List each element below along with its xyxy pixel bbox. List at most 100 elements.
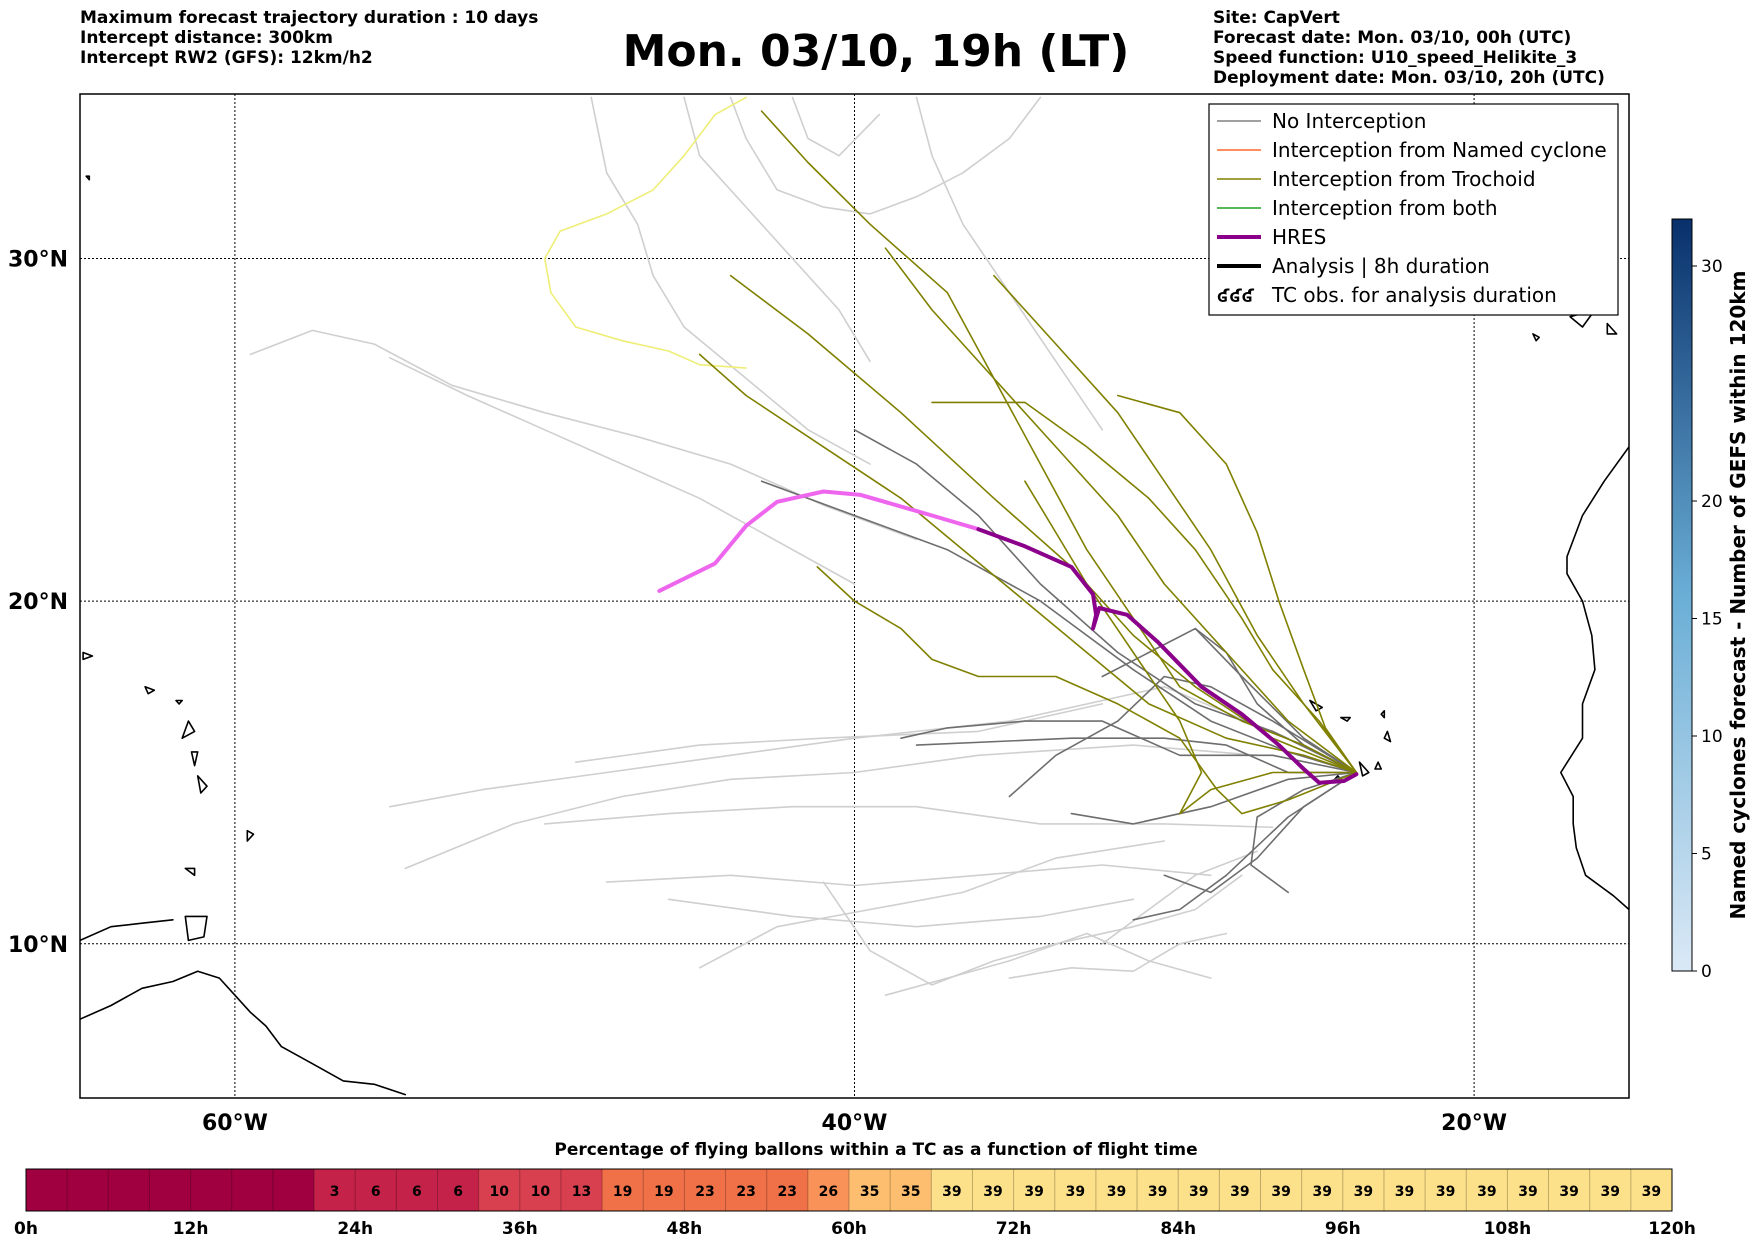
strip-value: 10 (489, 1184, 509, 1200)
strip-cell (190, 1169, 233, 1211)
strip-cell (149, 1169, 192, 1211)
legend-label: HRES (1272, 225, 1326, 249)
coastline-canaries (1606, 322, 1618, 335)
strip-cell (1095, 1169, 1138, 1211)
strip-value: 39 (1642, 1184, 1661, 1200)
strip-cell (849, 1169, 891, 1211)
strip-cell (972, 1169, 1015, 1211)
strip-cell (643, 1169, 685, 1211)
colorbar-tick-label: 20 (1701, 492, 1723, 512)
strip-title: Percentage of flying ballons within a TC… (554, 1140, 1198, 1160)
trajectory-light (822, 874, 1243, 986)
strip-cell (807, 1169, 850, 1211)
trajectory-trochoid (816, 566, 1358, 815)
strip-value: 6 (371, 1184, 381, 1200)
header-line: Intercept RW2 (GFS): 12km/h2 (80, 48, 373, 68)
strip-cell (602, 1169, 644, 1211)
strip-cell (478, 1169, 521, 1211)
coastline-islands (190, 751, 199, 767)
strip-frame (25, 1168, 1673, 1212)
strip-cell (1178, 1169, 1220, 1211)
strip-value: 6 (453, 1184, 463, 1200)
strip-value: 26 (819, 1184, 838, 1200)
coastline-islands (85, 175, 91, 181)
strip-value: 39 (983, 1184, 1002, 1200)
strip-cell (1137, 1169, 1179, 1211)
coastline-islands (82, 651, 94, 661)
strip-tick-label: 60h (831, 1219, 867, 1239)
trajectory-trochoid (884, 247, 1358, 774)
trajectory-light (249, 329, 918, 541)
strip-value: 39 (1189, 1184, 1208, 1200)
trajectory-yellow (543, 96, 747, 369)
strip-tick-label: 0h (14, 1219, 38, 1239)
header-line: Site: CapVert (1213, 8, 1340, 28)
strip-value: 39 (1312, 1184, 1331, 1200)
trajectory-light (915, 96, 1104, 431)
strip-cell (231, 1169, 274, 1211)
coastline-caribbean_south (80, 919, 174, 942)
header-line: Speed function: U10_speed_Helikite_3 (1213, 48, 1578, 68)
lon-tick-label: 40°W (822, 1111, 888, 1136)
trajectory-trochoid (993, 274, 1358, 774)
trajectory-trochoid (931, 401, 1358, 774)
strip-value: 39 (1601, 1184, 1620, 1200)
strip-cell (67, 1169, 109, 1211)
coastline-capeverde (1358, 761, 1370, 777)
legend-label: Interception from both (1272, 196, 1498, 220)
strip-cell (1425, 1169, 1467, 1211)
strip-value: 39 (942, 1184, 961, 1200)
trajectory-trochoid (1117, 394, 1358, 774)
trajectory-light (574, 703, 1104, 763)
colorbar-gradient (1671, 218, 1693, 972)
coastline-capeverde (1380, 710, 1386, 719)
strip-cell (1219, 1169, 1261, 1211)
strip-tick-label: 36h (502, 1219, 538, 1239)
strip-value: 39 (1024, 1184, 1043, 1200)
trajectory-no-interception (900, 720, 1358, 774)
strip-value: 39 (1066, 1184, 1085, 1200)
header-line: Forecast date: Mon. 03/10, 00h (UTC) (1213, 28, 1572, 48)
strip-value: 19 (654, 1184, 673, 1200)
strip-value: 19 (613, 1184, 632, 1200)
colorbar-tick-label: 0 (1701, 962, 1712, 982)
strip-value: 6 (412, 1184, 422, 1200)
flight-time-strip: 3 6 6 6 10 10 13 19 19 23 23 23 26 35 35 39 39 39 39 39 39 39… (14, 1168, 1696, 1239)
trajectory-light (1101, 850, 1258, 945)
coastline-canaries (1532, 333, 1540, 342)
trajectory-light (667, 898, 1135, 928)
trajectory-trochoid (1024, 480, 1358, 815)
trajectory-no-interception (1132, 771, 1358, 921)
strip-value: 35 (901, 1184, 920, 1200)
lat-tick-label: 20°N (8, 590, 68, 615)
legend-label: Interception from Trochoid (1272, 167, 1536, 191)
strip-cell (437, 1169, 480, 1211)
coastline-islands (196, 775, 208, 794)
strip-value: 39 (1271, 1184, 1290, 1200)
legend-box (1208, 103, 1619, 316)
strip-cell (890, 1169, 932, 1211)
strip-value: 13 (572, 1184, 591, 1200)
colorbar-tick-label: 10 (1701, 727, 1723, 747)
trajectory-light (605, 864, 1212, 887)
header-line: Deployment date: Mon. 03/10, 20h (UTC) (1213, 68, 1605, 88)
strip-value: 35 (860, 1184, 879, 1200)
trajectory-light (389, 357, 856, 585)
coastline-africa (1560, 446, 1629, 911)
strip-value: 10 (531, 1184, 551, 1200)
header-site-info: Site: CapVert Forecast date: Mon. 03/10,… (1213, 8, 1605, 88)
trajectory-light (1008, 932, 1228, 979)
map-frame (79, 93, 1630, 1099)
header-line: Maximum forecast trajectory duration : 1… (80, 8, 539, 28)
strip-cell (26, 1169, 68, 1211)
strip-cell (931, 1169, 973, 1211)
strip-cell (355, 1169, 397, 1211)
header-line: Intercept distance: 300km (80, 28, 333, 48)
trajectory-no-interception (1194, 627, 1358, 774)
trajectory-no-interception (1250, 771, 1358, 894)
trajectory-light (389, 686, 1289, 808)
coastline-capeverde (1374, 761, 1382, 770)
colorbar-tick-label: 5 (1701, 845, 1712, 865)
strip-cell (396, 1169, 438, 1211)
